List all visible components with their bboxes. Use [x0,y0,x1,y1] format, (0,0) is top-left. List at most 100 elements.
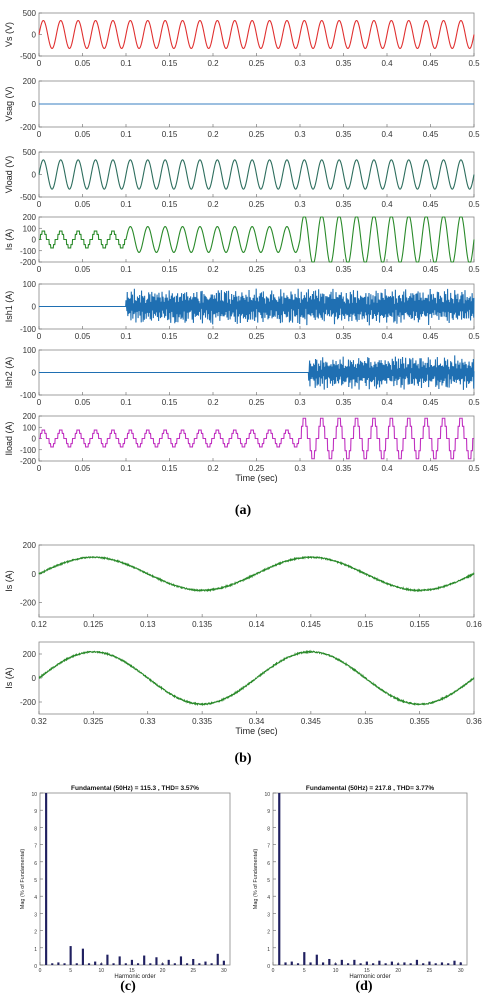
x-tick-label: 10 [333,968,339,974]
x-tick-label: 0.45 [423,200,439,209]
x-tick-label: 0.1 [120,130,132,139]
x-tick-label: 0.355 [410,717,431,726]
x-tick-label: 5 [69,968,72,974]
x-tick-label: 0.1 [120,332,132,341]
y-tick-label: 7 [34,844,37,850]
x-tick-label: 0.3 [294,130,306,139]
bar [284,962,287,965]
y-axis-label: Vs (V) [4,22,14,47]
y-tick-label: 0 [267,964,270,970]
series-line [39,417,474,460]
bar [415,959,419,965]
y-axis-label: Vload (V) [4,156,14,194]
x-tick-label: 0.15 [162,464,178,473]
bar [290,961,293,965]
x-tick-label: 0.2 [207,332,219,341]
bar [124,963,127,965]
bar [45,793,48,965]
series-line [38,159,475,190]
x-tick-label: 0.3 [294,332,306,341]
x-tick-label: 0.2 [207,265,219,274]
bar [309,962,312,965]
y-tick-label: 100 [23,280,37,289]
bar [365,961,368,965]
bar [353,959,356,965]
caption-a: (a) [235,503,252,518]
y-tick-label: 0 [32,674,37,683]
x-tick-label: 0.4 [381,59,393,68]
x-tick-label: 0.33 [140,717,156,726]
y-tick-label: 0 [32,100,37,109]
x-tick-label: 0 [39,968,42,974]
x-tick-label: 0.2 [207,464,219,473]
x-tick-label: 0.5 [468,265,480,274]
bar [198,963,201,965]
x-tick-label: 0.05 [75,130,91,139]
x-tick-label: 0.05 [75,332,91,341]
x-tick-label: 0.2 [207,130,219,139]
x-tick-label: 0.05 [75,265,91,274]
x-tick-label: 0.35 [336,200,352,209]
bar [434,963,437,965]
y-tick-label: -100 [20,446,37,455]
x-tick-label: 0.45 [423,265,439,274]
x-tick-label: 0.25 [249,464,265,473]
axis-11: 0 1 2 3 4 5 6 7 8 9 10 0 5 10 15 20 25 30 Mag (% of Fundam… [253,785,468,980]
y-tick-label: 2 [267,930,270,936]
x-tick-label: 0.3 [294,59,306,68]
y-tick-label: -200 [20,599,37,608]
y-tick-label: 3 [34,912,37,918]
x-tick-label: 0.125 [83,620,104,629]
x-tick-label: 0.45 [423,464,439,473]
bar [143,955,146,965]
x-tick-label: 0.145 [301,620,322,629]
bar [440,962,444,965]
x-tick-label: 0.2 [207,398,219,407]
bar [428,961,431,965]
x-tick-label: 0.25 [249,398,265,407]
x-tick-label: 0.3 [294,265,306,274]
y-tick-label: -500 [20,52,37,61]
y-tick-label: 0 [32,236,37,245]
x-tick-label: 0.35 [336,332,352,341]
x-tick-label: 0.5 [468,200,480,209]
bar [328,958,331,965]
bar [409,963,412,965]
y-tick-label: -100 [20,247,37,256]
y-tick-label: -100 [20,391,37,400]
y-tick-label: 500 [23,148,37,157]
x-tick-label: 0.4 [381,200,393,209]
chart-title: Fundamental (50Hz) = 115.3 , THD= 3.57% [71,785,199,792]
x-tick-label: 0.15 [162,130,178,139]
x-tick-label: 0.335 [192,717,213,726]
x-tick-label: 0 [37,464,42,473]
x-tick-label: 0.325 [83,717,104,726]
bar [210,963,213,965]
x-tick-label: 0.1 [120,200,132,209]
y-tick-label: 5 [267,878,270,884]
bar [347,963,350,965]
x-tick-label: 0 [37,130,42,139]
bar [303,952,306,965]
bar [179,956,183,965]
x-tick-label: 0.34 [249,717,265,726]
bar [87,963,91,965]
bar [161,963,164,965]
y-axis-label: Iload (A) [4,421,14,455]
y-tick-label: 0 [34,964,37,970]
bar [130,959,134,965]
x-tick-label: 0.5 [468,332,480,341]
x-tick-label: 0.15 [162,398,178,407]
x-tick-label: 15 [364,968,370,974]
bar [112,963,115,965]
y-tick-label: 0 [32,369,37,378]
x-tick-label: 0.155 [410,620,431,629]
x-tick-label: 0.35 [336,130,352,139]
x-tick-label: 10 [99,968,105,974]
x-tick-label: 0.35 [336,59,352,68]
axis-10: 0 1 2 3 4 5 6 7 8 9 10 0 5 10 15 20 25 30 Mag (% of Fundam… [20,785,231,980]
x-tick-label: 0.5 [468,130,480,139]
x-tick-label: 0 [37,200,42,209]
